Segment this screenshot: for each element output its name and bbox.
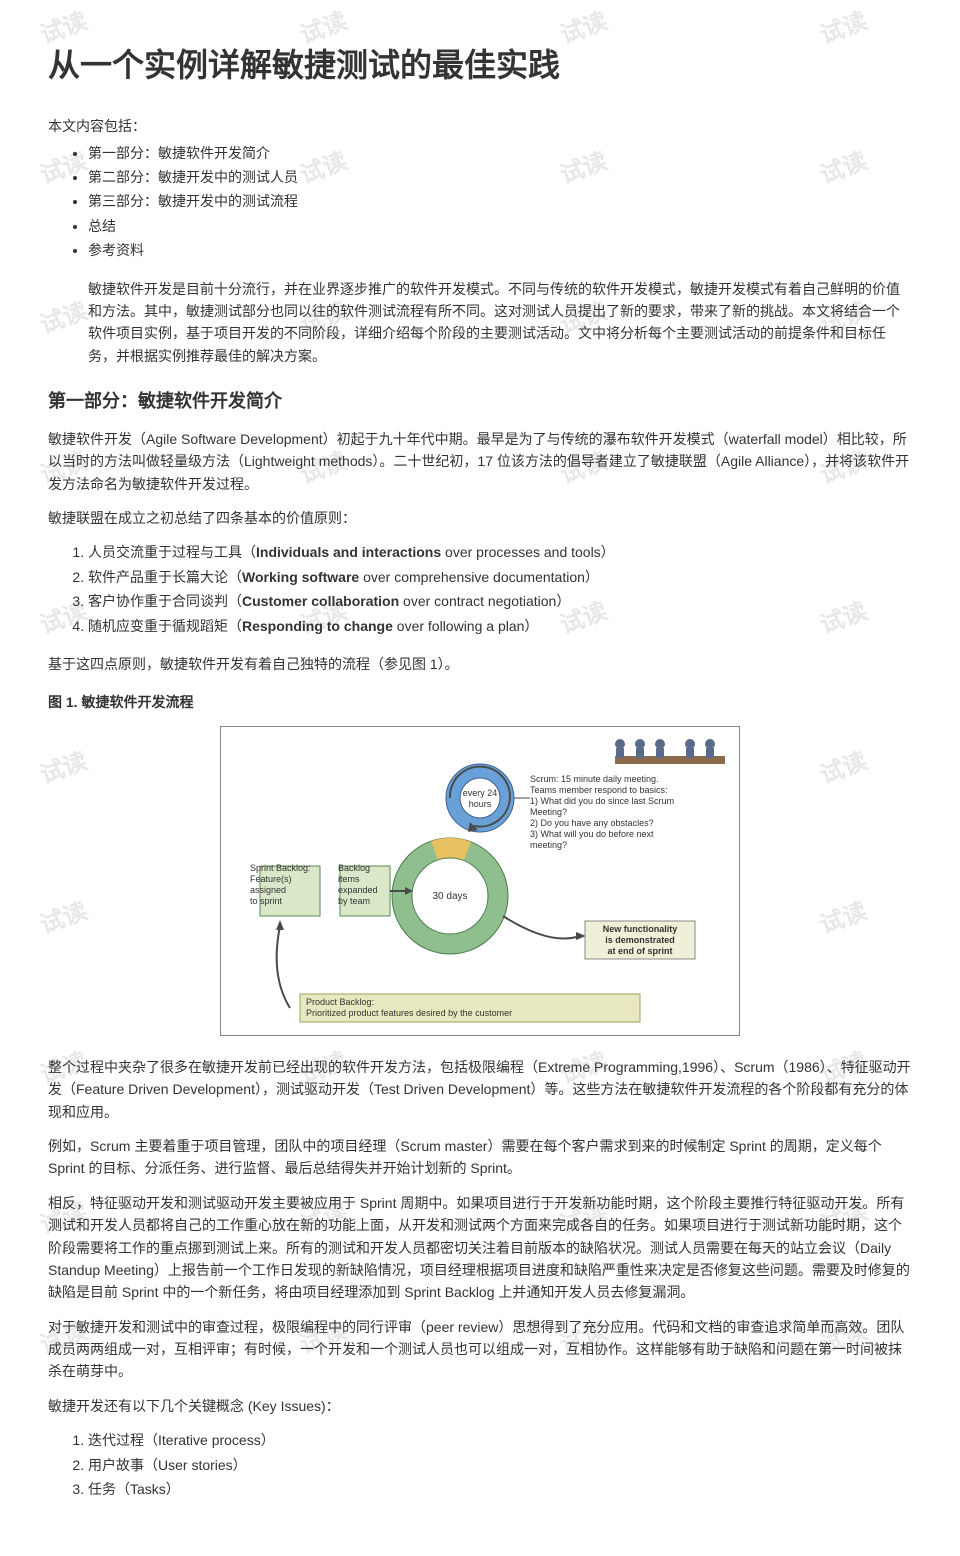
key-issue-item: 用户故事（User stories） bbox=[88, 1454, 912, 1476]
principle-item: 客户协作重于合同谈判（Customer collaboration over c… bbox=[88, 590, 912, 612]
intro-label: 本文内容包括： bbox=[48, 115, 912, 137]
section1-p3: 基于这四点原则，敏捷软件开发有着自己独特的流程（参见图 1）。 bbox=[48, 653, 912, 675]
abstract: 敏捷软件开发是目前十分流行，并在业界逐步推广的软件开发模式。不同与传统的软件开发… bbox=[88, 278, 912, 368]
figure1-title: 图 1. 敏捷软件开发流程 bbox=[48, 691, 912, 713]
section1-p4: 整个过程中夹杂了很多在敏捷开发前已经出现的软件开发方法，包括极限编程（Extre… bbox=[48, 1056, 912, 1123]
principle-item: 随机应变重于循规蹈矩（Responding to change over fol… bbox=[88, 615, 912, 637]
toc-list: 第一部分：敏捷软件开发简介第二部分：敏捷开发中的测试人员第三部分：敏捷开发中的测… bbox=[88, 142, 912, 262]
toc-item: 第二部分：敏捷开发中的测试人员 bbox=[88, 166, 912, 188]
section1-p2: 敏捷联盟在成立之初总结了四条基本的价值原则： bbox=[48, 507, 912, 529]
section1-p7: 对于敏捷开发和测试中的审查过程，极限编程中的同行评审（peer review）思… bbox=[48, 1316, 912, 1383]
svg-text:New functionalityis demonstrat: New functionalityis demonstratedat end o… bbox=[603, 924, 678, 956]
scrum-diagram: 30 daysevery 24hoursSprint Backlog:Featu… bbox=[220, 726, 740, 1036]
toc-item: 参考资料 bbox=[88, 239, 912, 261]
key-issues-list: 迭代过程（Iterative process） 用户故事（User stories… bbox=[88, 1429, 912, 1500]
section1-heading: 第一部分：敏捷软件开发简介 bbox=[48, 387, 912, 416]
principle-item: 软件产品重于长篇大论（Working software over compreh… bbox=[88, 566, 912, 588]
section1-p5: 例如，Scrum 主要着重于项目管理，团队中的项目经理（Scrum master… bbox=[48, 1135, 912, 1180]
section1-p6: 相反，特征驱动开发和测试驱动开发主要被应用于 Sprint 周期中。如果项目进行… bbox=[48, 1192, 912, 1304]
section1-p1: 敏捷软件开发（Agile Software Development）初起于九十年… bbox=[48, 428, 912, 495]
key-issue-item: 迭代过程（Iterative process） bbox=[88, 1429, 912, 1451]
toc-item: 第一部分：敏捷软件开发简介 bbox=[88, 142, 912, 164]
page-title: 从一个实例详解敏捷测试的最佳实践 bbox=[48, 40, 912, 91]
principle-item: 人员交流重于过程与工具（Individuals and interactions… bbox=[88, 541, 912, 563]
principles-list: 人员交流重于过程与工具（Individuals and interactions… bbox=[88, 541, 912, 637]
toc-item: 第三部分：敏捷开发中的测试流程 bbox=[88, 190, 912, 212]
key-issue-item: 任务（Tasks） bbox=[88, 1478, 912, 1500]
svg-text:30 days: 30 days bbox=[432, 891, 467, 902]
toc-item: 总结 bbox=[88, 215, 912, 237]
section1-p8: 敏捷开发还有以下几个关键概念 (Key Issues)： bbox=[48, 1395, 912, 1417]
